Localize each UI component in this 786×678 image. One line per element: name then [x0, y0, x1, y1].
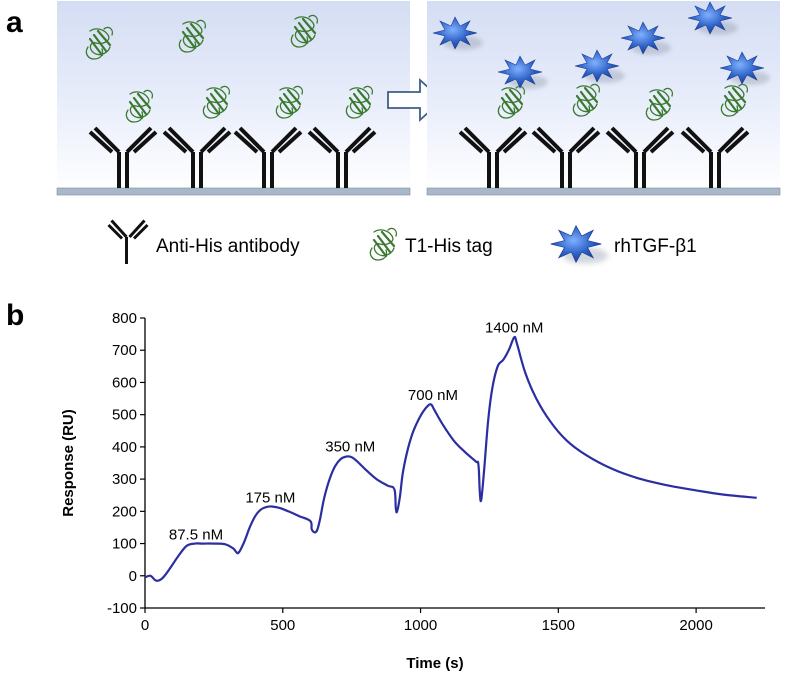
- y-axis-ticks: -100 0 100 200 300 400 500 600 700 800: [107, 310, 145, 617]
- anti-his-antibody-icon: [107, 219, 149, 264]
- legend-label-antibody: Anti-His antibody: [156, 236, 300, 257]
- x-tick-label: 1000: [404, 617, 437, 634]
- legend: Anti-His antibody T1-His tag rhTGF-β1: [107, 219, 697, 264]
- concentration-label: 1400 nM: [485, 320, 543, 337]
- x-axis-label: Time (s): [406, 655, 463, 672]
- y-axis-label: Response (RU): [60, 409, 77, 517]
- x-axis-ticks: 0 500 1000 1500 2000: [141, 608, 713, 634]
- x-tick-label: 2000: [679, 617, 712, 634]
- concentration-label: 87.5 nM: [169, 527, 223, 544]
- y-tick-label: 0: [129, 568, 137, 585]
- x-tick-label: 500: [270, 617, 295, 634]
- y-tick-label: 300: [112, 471, 137, 488]
- legend-item-anti-his-antibody: Anti-His antibody: [107, 219, 300, 264]
- concentration-label: 700 nM: [408, 387, 458, 404]
- panel-b-letter: b: [6, 299, 24, 332]
- concentration-label: 175 nM: [245, 489, 295, 506]
- x-tick-label: 0: [141, 617, 149, 634]
- y-tick-label: 600: [112, 374, 137, 391]
- left-assay-panel: [56, 1, 411, 196]
- sensor-surface: [56, 187, 411, 196]
- legend-label-rhtgf-b1: rhTGF-β1: [614, 236, 697, 257]
- y-tick-label: 500: [112, 407, 137, 424]
- y-tick-label: 200: [112, 503, 137, 520]
- y-tick-label: 400: [112, 439, 137, 456]
- x-tick-label: 1500: [542, 617, 575, 634]
- legend-label-t1-his-tag: T1-His tag: [405, 236, 493, 257]
- rhtgf-b1-icon: [551, 226, 609, 264]
- panel-a-letter: a: [6, 6, 23, 39]
- series-line: [144, 335, 757, 582]
- y-tick-label: -100: [107, 600, 137, 617]
- y-tick-label: 800: [112, 310, 137, 327]
- y-tick-label: 100: [112, 536, 137, 553]
- sensor-surface: [426, 187, 781, 196]
- legend-item-rhtgf-b1: rhTGF-β1: [551, 226, 697, 264]
- right-assay-panel: [426, 1, 781, 196]
- y-tick-label: 700: [112, 342, 137, 359]
- concentration-labels: 87.5 nM 175 nM 350 nM 700 nM 1400 nM: [169, 320, 544, 544]
- t1-his-tag-icon: [369, 227, 398, 262]
- concentration-label: 350 nM: [325, 439, 375, 456]
- legend-item-t1-his-tag: T1-His tag: [369, 227, 493, 262]
